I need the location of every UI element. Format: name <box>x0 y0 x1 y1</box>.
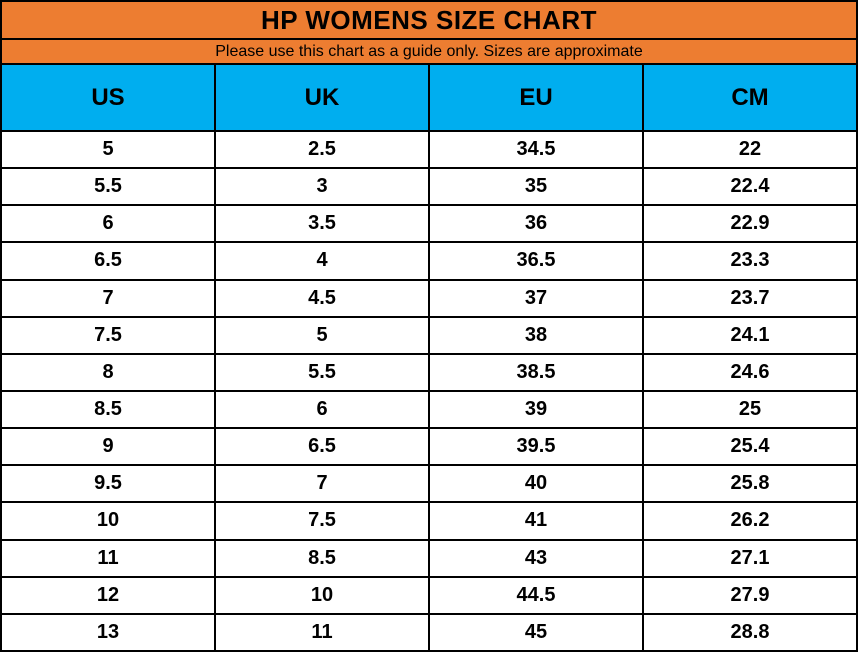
table-row: 9 6.5 39.5 25.4 <box>2 429 856 465</box>
table-cell: 7 <box>2 280 214 316</box>
table-cell: 7 <box>216 466 428 502</box>
table-cell: 38.5 <box>430 354 642 390</box>
table-cell: 5 <box>216 317 428 353</box>
table-row: 8 5.5 38.5 24.6 <box>2 354 856 390</box>
table-row: 6 3.5 36 22.9 <box>2 206 856 242</box>
table-cell: 44.5 <box>430 577 642 613</box>
table-cell: 2.5 <box>216 132 428 168</box>
table-cell: 11 <box>2 540 214 576</box>
column-header-uk: UK <box>216 65 428 130</box>
table-cell: 7.5 <box>216 503 428 539</box>
table-cell: 4 <box>216 243 428 279</box>
table-cell: 6 <box>216 391 428 428</box>
table-cell: 11 <box>216 614 428 650</box>
table-cell: 10 <box>216 577 428 613</box>
table-cell: 6.5 <box>216 429 428 465</box>
table-cell: 39 <box>430 391 642 428</box>
table-cell: 6 <box>2 206 214 242</box>
table-cell: 10 <box>2 503 214 539</box>
table-row: 5 2.5 34.5 22 <box>2 132 856 168</box>
table-cell: 37 <box>430 280 642 316</box>
table-cell: 22 <box>644 132 856 168</box>
table-cell: 25.4 <box>644 429 856 465</box>
table-cell: 3 <box>216 169 428 205</box>
table-cell: 34.5 <box>430 132 642 168</box>
table-cell: 45 <box>430 614 642 650</box>
table-row: 7 4.5 37 23.7 <box>2 280 856 316</box>
column-header-eu: EU <box>430 65 642 130</box>
table-cell: 23.7 <box>644 280 856 316</box>
table-cell: 5 <box>2 132 214 168</box>
table-cell: 8.5 <box>216 540 428 576</box>
table-cell: 26.2 <box>644 503 856 539</box>
chart-subtitle: Please use this chart as a guide only. S… <box>2 40 856 63</box>
table-cell: 6.5 <box>2 243 214 279</box>
table-cell: 24.1 <box>644 317 856 353</box>
table-row: 7.5 5 38 24.1 <box>2 317 856 353</box>
table-cell: 5.5 <box>216 354 428 390</box>
table-cell: 25 <box>644 391 856 428</box>
chart-title: HP WOMENS SIZE CHART <box>2 2 856 38</box>
table-cell: 8 <box>2 354 214 390</box>
table-row: 5.5 3 35 22.4 <box>2 169 856 205</box>
table-cell: 27.9 <box>644 577 856 613</box>
table-cell: 36 <box>430 206 642 242</box>
table-cell: 28.8 <box>644 614 856 650</box>
table-row: 8.5 6 39 25 <box>2 391 856 428</box>
table-cell: 9.5 <box>2 466 214 502</box>
table-row: 9.5 7 40 25.8 <box>2 466 856 502</box>
table-cell: 9 <box>2 429 214 465</box>
table-cell: 13 <box>2 614 214 650</box>
table-cell: 22.4 <box>644 169 856 205</box>
table-row: 11 8.5 43 27.1 <box>2 540 856 576</box>
column-header-cm: CM <box>644 65 856 130</box>
table-row: 10 7.5 41 26.2 <box>2 503 856 539</box>
table-cell: 12 <box>2 577 214 613</box>
table-cell: 23.3 <box>644 243 856 279</box>
table-cell: 8.5 <box>2 391 214 428</box>
table-cell: 39.5 <box>430 429 642 465</box>
table-cell: 36.5 <box>430 243 642 279</box>
table-header-row: US UK EU CM <box>2 65 856 130</box>
table-cell: 24.6 <box>644 354 856 390</box>
table-body: 5 2.5 34.5 22 5.5 3 35 22.4 6 3.5 36 22.9 6.5 4 36.5 23… <box>2 132 856 650</box>
table-cell: 5.5 <box>2 169 214 205</box>
table-cell: 4.5 <box>216 280 428 316</box>
column-header-us: US <box>2 65 214 130</box>
table-cell: 27.1 <box>644 540 856 576</box>
table-cell: 41 <box>430 503 642 539</box>
table-cell: 3.5 <box>216 206 428 242</box>
table-row: 12 10 44.5 27.9 <box>2 577 856 613</box>
table-cell: 25.8 <box>644 466 856 502</box>
table-cell: 35 <box>430 169 642 205</box>
table-row: 13 11 45 28.8 <box>2 614 856 650</box>
table-cell: 38 <box>430 317 642 353</box>
table-cell: 40 <box>430 466 642 502</box>
table-cell: 7.5 <box>2 317 214 353</box>
table-cell: 22.9 <box>644 206 856 242</box>
table-row: 6.5 4 36.5 23.3 <box>2 243 856 279</box>
table-cell: 43 <box>430 540 642 576</box>
